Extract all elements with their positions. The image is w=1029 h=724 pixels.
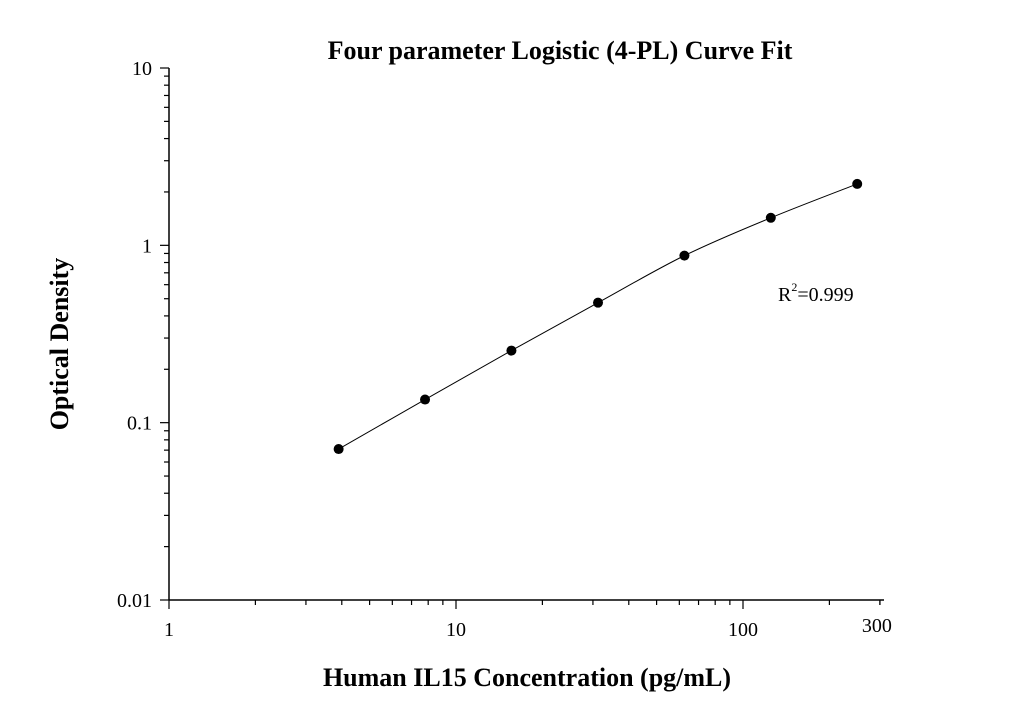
data-point [765, 212, 776, 223]
data-point [506, 345, 517, 356]
data-points [333, 178, 863, 455]
r-squared-base: R [778, 284, 792, 306]
y-axis-ticks [160, 67, 169, 601]
x-tick-label: 1 [164, 619, 174, 641]
r-squared-superscript: 2 [791, 280, 797, 294]
x-tick-label: 300 [862, 615, 892, 637]
y-tick-label: 0.01 [117, 590, 152, 612]
y-axis-label: Optical Density [45, 258, 74, 431]
y-tick-label: 10 [132, 58, 152, 80]
data-point [420, 394, 431, 405]
r-squared-value: =0.999 [797, 284, 853, 306]
x-axis-ticks [168, 600, 881, 609]
data-point [593, 297, 604, 308]
y-tick-label: 0.1 [127, 413, 152, 435]
data-point [333, 444, 344, 455]
r-squared-annotation: R2=0.999 [778, 280, 854, 306]
y-axis-tick-labels: 0.01 0.1 1 10 [117, 58, 152, 612]
x-axis-tick-labels: 1 10 100 300 [164, 615, 892, 641]
y-tick-label: 1 [142, 235, 152, 257]
x-tick-label: 10 [446, 619, 466, 641]
chart-title: Four parameter Logistic (4-PL) Curve Fit [328, 36, 793, 65]
x-axis-label: Human IL15 Concentration (pg/mL) [323, 663, 731, 692]
x-tick-label: 100 [728, 619, 758, 641]
data-point [852, 178, 863, 189]
data-point [679, 250, 690, 261]
